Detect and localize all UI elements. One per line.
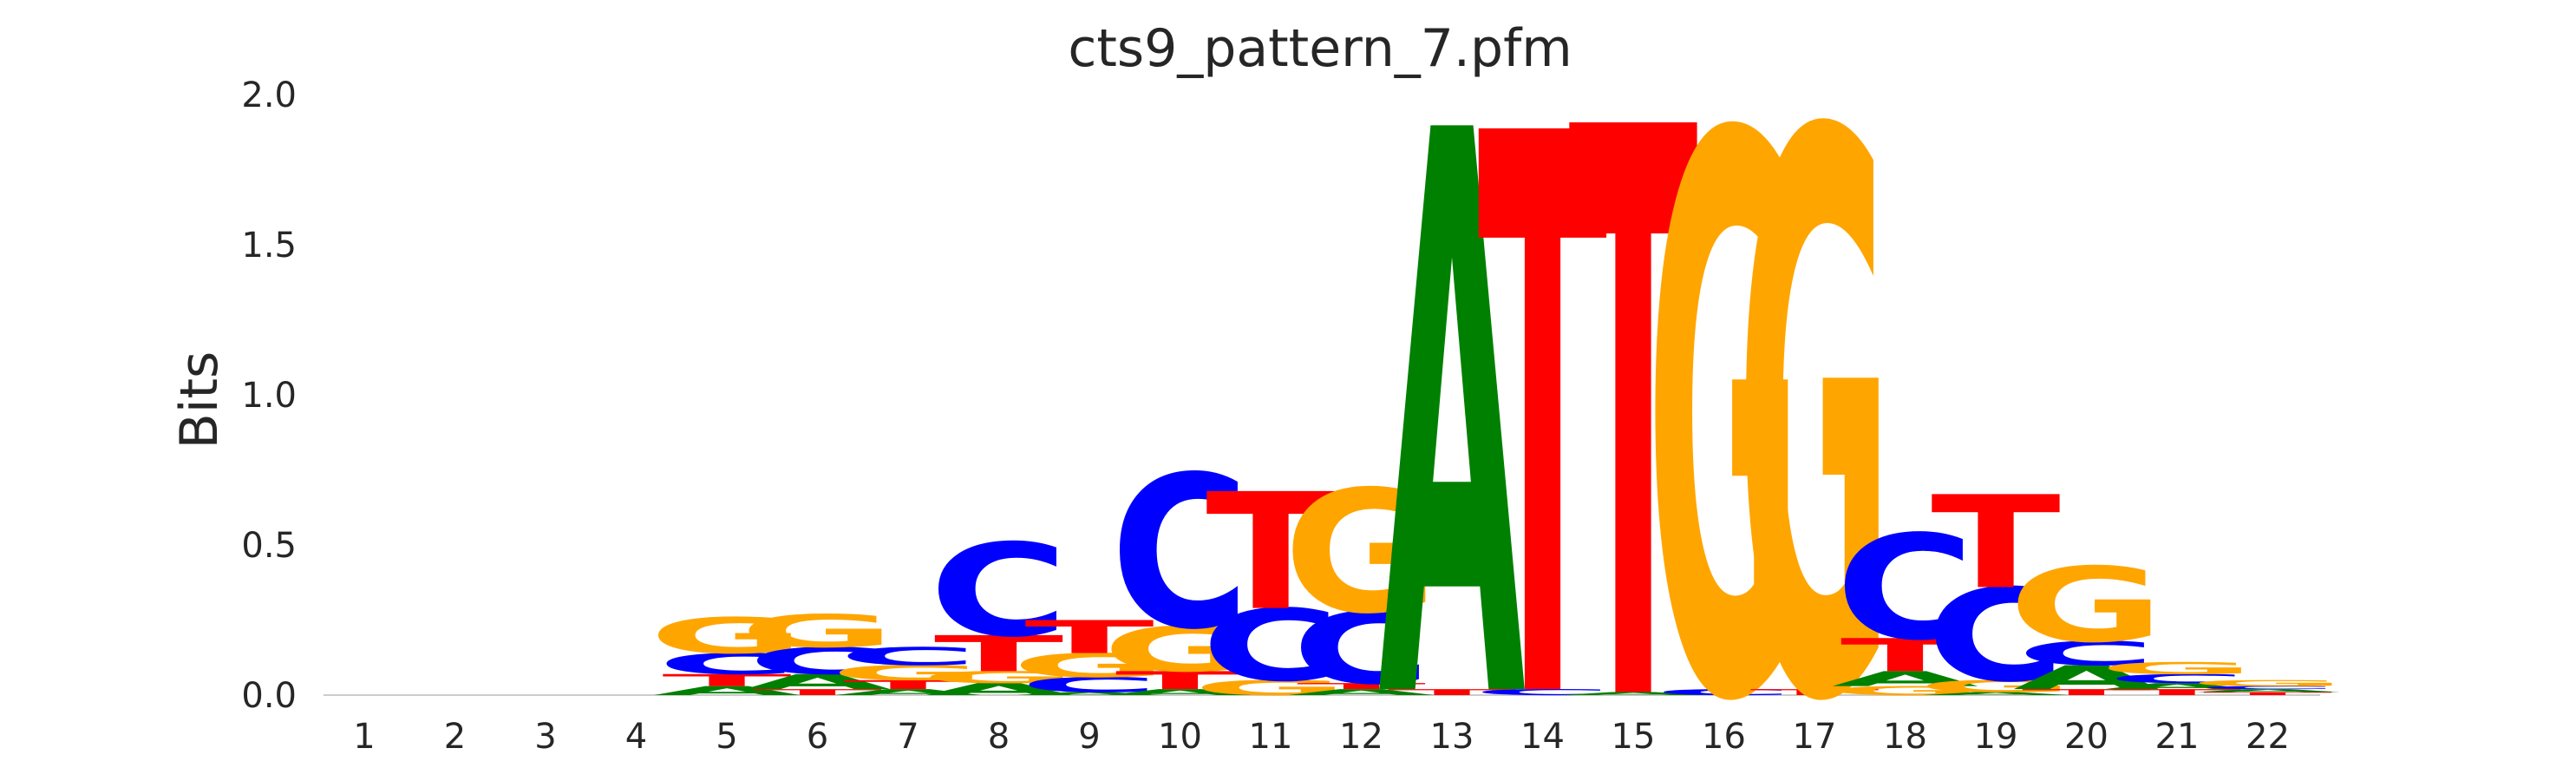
x-tick-label: 22	[2246, 717, 2290, 757]
logo-letter-g: G	[2190, 679, 2346, 688]
logo-letter-glyph: G	[2099, 659, 2255, 678]
y-tick-label: 2.0	[241, 75, 297, 115]
y-axis-label: Bits	[169, 351, 230, 450]
y-tick-label: 0.5	[241, 526, 297, 566]
logo-letter-glyph: G	[2190, 679, 2346, 688]
x-tick-label: 14	[1520, 717, 1565, 757]
x-tick-label: 16	[1702, 717, 1746, 757]
x-tick-label: 9	[1078, 717, 1100, 757]
y-tick-label: 1.0	[241, 376, 297, 416]
x-tick-label: 11	[1249, 717, 1293, 757]
x-tick-label: 13	[1430, 717, 1474, 757]
y-tick-label: 1.5	[241, 226, 297, 266]
x-tick-label: 7	[897, 717, 919, 757]
x-axis-ticks: 1 2 3 4 5 6 7 8 9 10 11 12 13 14 15 16 17 18 19 20 21 22	[353, 717, 2290, 757]
logo-letter-g: G	[2009, 545, 2165, 666]
y-tick-label: 0.0	[241, 676, 297, 716]
x-tick-label: 12	[1339, 717, 1383, 757]
x-tick-label: 18	[1883, 717, 1927, 757]
x-tick-label: 17	[1793, 717, 1837, 757]
y-axis-ticks: 0.0 0.5 1.0 1.5 2.0	[241, 75, 297, 716]
x-tick-label: 5	[716, 717, 737, 757]
x-tick-label: 19	[1974, 717, 2018, 757]
x-tick-label: 10	[1158, 717, 1202, 757]
logo-stacks: ATCGTACGATGCAGTCACGTATGCGCTATCGTACTATCGT…	[649, 0, 2345, 781]
x-tick-label: 6	[807, 717, 828, 757]
x-tick-label: 3	[534, 717, 556, 757]
x-tick-label: 2	[444, 717, 466, 757]
x-tick-label: 21	[2155, 717, 2200, 757]
x-tick-label: 20	[2064, 717, 2109, 757]
logo-letter-g: G	[2099, 659, 2255, 678]
x-tick-label: 8	[988, 717, 1010, 757]
logo-letter-glyph: G	[2009, 545, 2165, 666]
x-tick-label: 1	[353, 717, 375, 757]
x-tick-label: 15	[1612, 717, 1656, 757]
x-tick-label: 4	[625, 717, 647, 757]
